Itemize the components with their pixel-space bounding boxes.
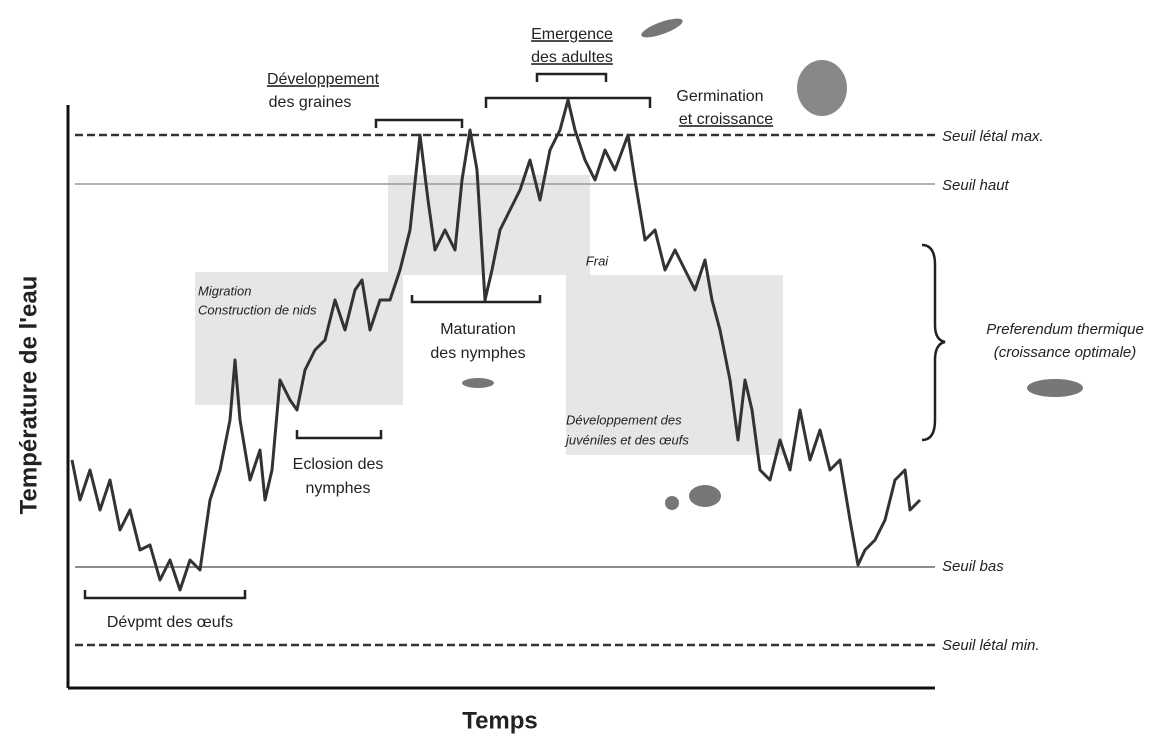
annotation: des adultes bbox=[531, 49, 613, 66]
annotation: Dévpmt des œufs bbox=[107, 614, 233, 631]
shaded-zones bbox=[195, 175, 783, 455]
annotation: des nymphes bbox=[430, 345, 525, 362]
annotation: nymphes bbox=[306, 480, 371, 497]
annotation: Preferendum thermique bbox=[986, 321, 1144, 338]
annotation: Emergence bbox=[531, 26, 613, 43]
threshold-label: Seuil bas bbox=[942, 558, 1004, 575]
annotation: Développement bbox=[267, 71, 380, 88]
annotation: (croissance optimale) bbox=[994, 344, 1137, 361]
annotation: Frai bbox=[586, 253, 610, 268]
threshold-label: Seuil haut bbox=[942, 177, 1010, 194]
brackets bbox=[83, 72, 946, 600]
y-axis-title: Température de l'eau bbox=[15, 276, 42, 515]
annotation: Migration bbox=[198, 283, 251, 298]
threshold-label: Seuil létal max. bbox=[942, 128, 1044, 145]
threshold-label: Seuil létal min. bbox=[942, 637, 1040, 654]
temperature-curve bbox=[70, 98, 922, 592]
x-axis-title: Temps bbox=[462, 707, 538, 734]
annotation: des graines bbox=[269, 94, 352, 111]
annotation: et croissance bbox=[679, 111, 773, 128]
annotation: Eclosion des bbox=[293, 456, 384, 473]
annotation: Germination bbox=[676, 88, 763, 105]
threshold-lines bbox=[75, 133, 935, 647]
annotation: juvéniles et des œufs bbox=[564, 432, 689, 447]
annotation: Développement des bbox=[566, 412, 682, 427]
annotation: Maturation bbox=[440, 321, 516, 338]
icons bbox=[462, 18, 1083, 510]
axes bbox=[66, 105, 935, 690]
annotation: Construction de nids bbox=[198, 302, 317, 317]
